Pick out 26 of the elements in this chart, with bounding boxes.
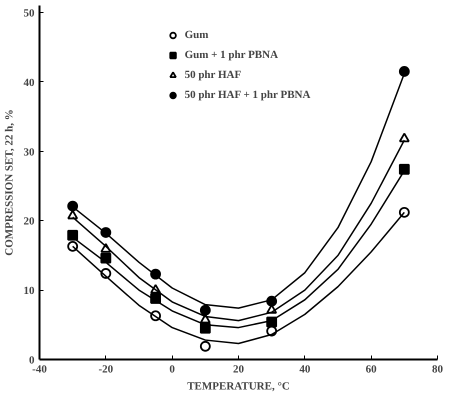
legend-label: 50 phr HAF (184, 69, 242, 81)
y-tick-label: 50 (24, 7, 35, 20)
y-tick-label: 20 (24, 216, 35, 228)
y-axis-title: COMPRESSION SET, 22 h, % (4, 109, 16, 256)
x-tick-label: 60 (366, 364, 378, 376)
y-tick-label: 0 (29, 354, 35, 366)
y-tick-label: 10 (24, 285, 35, 298)
x-tick-label: 0 (169, 364, 176, 376)
y-tick-label: 40 (24, 76, 35, 89)
x-tick-label: 20 (233, 364, 244, 376)
point (398, 66, 410, 77)
point (398, 132, 410, 142)
point (67, 200, 78, 212)
y-tick-label: 30 (24, 146, 35, 158)
x-axis-title: TEMPERATURE, °C (187, 380, 290, 392)
x-tick-label: 40 (299, 364, 311, 376)
point (200, 340, 211, 352)
x-tick-label: -20 (98, 364, 114, 376)
point (67, 210, 78, 220)
x-tick-label: -40 (32, 364, 48, 376)
point (398, 164, 410, 175)
legend-label: Gum + 1 phr PBNA (184, 49, 278, 61)
point (200, 304, 211, 316)
legend-label: 50 phr HAF + 1 phr PBNA (184, 89, 310, 101)
legend-label: Gum (184, 29, 208, 41)
x-tick-label: 80 (432, 364, 444, 376)
